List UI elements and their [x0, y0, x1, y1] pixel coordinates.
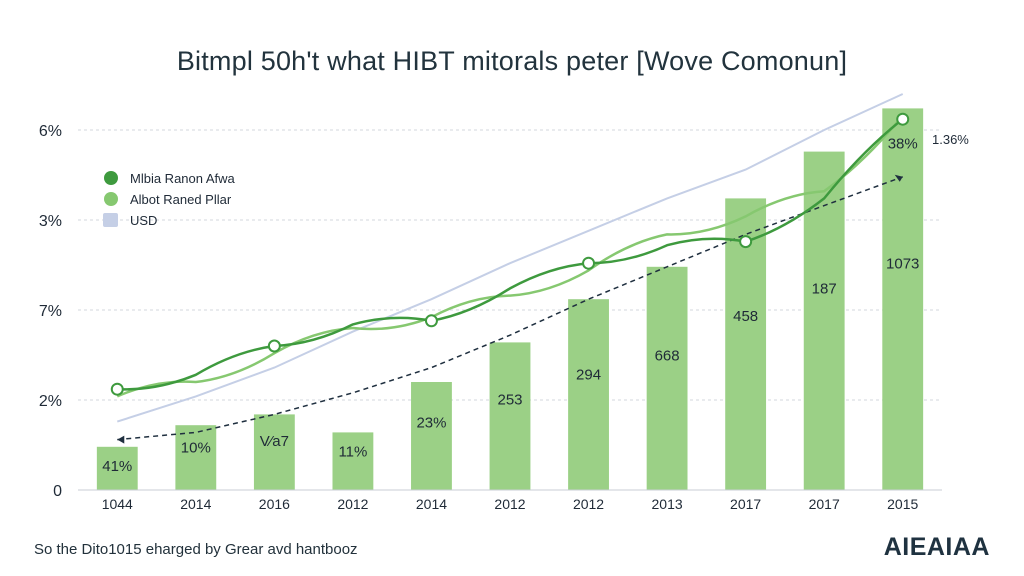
mlbia-ranon-afwa-line	[117, 118, 904, 391]
bar	[253, 414, 295, 490]
legend-label: USD	[130, 213, 157, 228]
y-tick-label: 6%	[39, 123, 62, 140]
series-point	[739, 235, 753, 249]
bar	[96, 446, 138, 490]
bar-value-label: 187	[812, 281, 837, 298]
x-tick-label: 2017	[809, 496, 840, 512]
bar	[882, 108, 924, 491]
x-tick-label: 2015	[887, 496, 918, 512]
x-tick-label: 2014	[180, 496, 211, 512]
x-tick-label: 2012	[494, 496, 525, 512]
bar-value-label: 458	[733, 308, 758, 325]
bar	[568, 299, 609, 490]
y-tick-label: 2%	[39, 393, 62, 410]
bar	[646, 266, 688, 490]
annotation-top-right: 1.36%	[932, 132, 969, 147]
legend-swatch	[104, 192, 118, 206]
legend-swatch	[104, 171, 118, 185]
gridlines	[78, 129, 942, 401]
x-tick-label: 2012	[337, 496, 368, 512]
bar-value-label: 10%	[181, 439, 211, 456]
chart-title: Bitmpl 50h't what HIBT mitorals peter [W…	[176, 46, 848, 76]
bar	[175, 425, 217, 490]
series-point	[424, 314, 438, 328]
bar-value-label: 253	[497, 391, 522, 408]
brand-logo: AIEAIAA	[883, 533, 990, 561]
x-tick-label: 2012	[573, 496, 604, 512]
y-axis-ticks: 0 2% 7% 3% 6%	[39, 123, 62, 500]
x-tick-label: 2014	[416, 496, 447, 512]
trend-line	[117, 176, 903, 441]
series-point	[267, 339, 281, 353]
legend-label: Mlbia Ranon Afwa	[130, 171, 236, 186]
x-tick-label: 2017	[730, 496, 761, 512]
data-labels: 41% 10% V⁄a7 11% 23% 253 294 668 458 187 1073 38%	[102, 135, 919, 474]
legend: Mlbia Ranon Afwa Albot Raned Pllar USD	[103, 171, 236, 228]
bar-value-label: V⁄a7	[260, 433, 289, 450]
usd-line	[116, 93, 904, 423]
trend-arrow-end	[894, 174, 903, 182]
series-point	[896, 112, 910, 126]
bar-value-label: 23%	[416, 414, 446, 431]
x-tick-label: 2013	[652, 496, 683, 512]
x-axis-ticks: 1044 2014 2016 2012 2014 2012 2012 2013 2017 2017…	[102, 496, 919, 512]
annotation-last-bar: 38%	[888, 135, 918, 152]
albot-raned-pllar-line	[116, 114, 904, 398]
series-point	[582, 256, 596, 270]
bar	[489, 342, 531, 490]
footnote: So the Dito1015 eharged by Grear avd han…	[34, 541, 358, 558]
series-point	[110, 382, 124, 396]
y-tick-label: 0	[53, 483, 62, 500]
trend-arrow-start	[117, 435, 125, 444]
bar-value-label: 668	[655, 348, 680, 365]
legend-label: Albot Raned Pllar	[130, 192, 232, 207]
bar	[803, 151, 845, 490]
bar-value-label: 294	[576, 366, 601, 383]
x-tick-label: 1044	[102, 496, 133, 512]
bar-value-label: 1073	[886, 256, 919, 273]
bar-value-label: 11%	[338, 444, 367, 461]
y-tick-label: 3%	[39, 213, 62, 230]
x-tick-label: 2016	[259, 496, 290, 512]
bar	[332, 432, 374, 490]
bar-value-label: 41%	[102, 458, 132, 475]
y-tick-label: 7%	[39, 303, 62, 320]
bar	[411, 382, 452, 490]
series-lines	[110, 93, 910, 444]
legend-swatch	[103, 213, 118, 227]
bars	[96, 108, 924, 491]
